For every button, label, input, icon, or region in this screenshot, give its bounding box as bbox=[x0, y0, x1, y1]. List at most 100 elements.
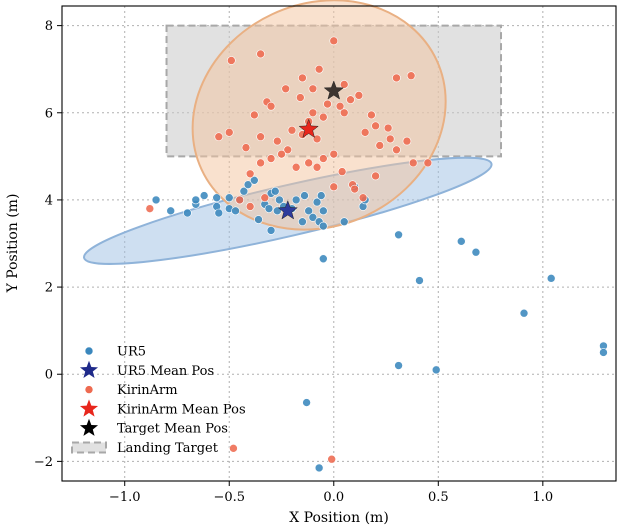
kirinarm-point bbox=[319, 154, 328, 163]
ur5-point bbox=[199, 191, 209, 200]
kirinarm-point bbox=[266, 101, 276, 111]
kirinarm-point bbox=[308, 84, 318, 94]
kirinarm-point bbox=[266, 154, 276, 163]
plot-frame bbox=[61, 5, 617, 482]
legend: UR5 UR5 Mean Pos KirinArm KirinArm Mean Pos… bbox=[71, 345, 246, 456]
ur5-point bbox=[546, 274, 556, 283]
y-tick-label: −2 bbox=[34, 455, 53, 470]
ur5-point bbox=[302, 398, 311, 407]
ur5-point bbox=[394, 230, 403, 240]
kirinarm-point bbox=[214, 132, 224, 142]
kirinarm-point bbox=[241, 143, 251, 152]
kirinarm-point bbox=[329, 182, 339, 192]
y-tick-label: 6 bbox=[45, 106, 53, 121]
kirinarm-ellipse bbox=[191, 0, 447, 231]
kirinarm-point bbox=[312, 134, 322, 144]
kirinarm-point bbox=[281, 84, 290, 94]
ur5-point bbox=[599, 348, 608, 357]
ur5-point bbox=[291, 195, 301, 205]
x-axis-label: X Position (m) bbox=[289, 510, 389, 526]
y-axis-label: Y Position (m) bbox=[5, 194, 21, 294]
legend-label: UR5 Mean Pos bbox=[117, 364, 214, 379]
kirinarm-point bbox=[385, 134, 395, 144]
ur5-point bbox=[214, 208, 224, 218]
kirinarm-point bbox=[406, 71, 416, 81]
kirinarm-point bbox=[308, 108, 318, 118]
ur5-point bbox=[415, 276, 424, 285]
kirinarm-point bbox=[354, 91, 364, 100]
ur5-point bbox=[224, 193, 234, 203]
y-tick-label: 8 bbox=[45, 19, 53, 34]
kirinarm-point bbox=[229, 444, 238, 453]
kirinarm-point bbox=[329, 36, 339, 46]
kirinarm-point bbox=[358, 193, 368, 203]
kirinarm-point bbox=[298, 73, 307, 83]
kirinarm-point bbox=[145, 204, 155, 213]
ur5-point bbox=[250, 176, 259, 185]
y-axis-ticks: −2 0 2 4 6 8 bbox=[34, 19, 62, 470]
kirinarm-point bbox=[350, 184, 359, 194]
ur5-point bbox=[264, 204, 274, 213]
ur5-point bbox=[308, 213, 318, 222]
ur5-point bbox=[183, 208, 192, 218]
ur5-point bbox=[456, 237, 466, 246]
kirinarm-point bbox=[329, 149, 339, 159]
y-tick-label: 0 bbox=[45, 368, 53, 383]
ur5-point bbox=[212, 193, 222, 203]
kirinarm-point bbox=[283, 145, 293, 155]
ur5-point bbox=[314, 463, 324, 473]
kirinarm-point bbox=[291, 162, 301, 172]
legend-marker-dot bbox=[84, 346, 94, 356]
ur5-point bbox=[151, 195, 161, 205]
kirinarm-point bbox=[346, 95, 355, 104]
legend-marker-star bbox=[79, 418, 99, 436]
kirinarm-point bbox=[245, 202, 255, 211]
x-tick-label: 0.0 bbox=[323, 490, 344, 505]
kirinarm-point bbox=[371, 171, 380, 181]
kirinarm-point bbox=[312, 162, 322, 172]
kirinarm-point bbox=[337, 167, 347, 176]
ur5-point bbox=[304, 206, 313, 216]
ur5-mean-pos-star bbox=[277, 200, 298, 220]
kirinarm-point bbox=[235, 195, 244, 205]
kirinarm-point bbox=[256, 49, 265, 59]
kirinarm-point bbox=[287, 125, 297, 135]
ur5-point bbox=[316, 191, 326, 200]
ur5-point bbox=[471, 247, 481, 257]
kirinarm-point bbox=[227, 56, 236, 65]
ur5-point bbox=[270, 186, 280, 196]
ur5-point bbox=[298, 217, 307, 227]
legend-marker-box bbox=[71, 441, 107, 454]
kirinarm-point bbox=[327, 454, 336, 464]
kirinarm-point bbox=[392, 145, 401, 155]
kirinarm-point bbox=[314, 64, 324, 74]
ur5-point bbox=[166, 206, 176, 216]
kirinarm-point bbox=[367, 110, 376, 120]
ur5-point bbox=[312, 197, 322, 207]
legend-label: Target Mean Pos bbox=[117, 422, 228, 437]
ur5-point bbox=[243, 180, 253, 189]
legend-marker-star bbox=[79, 360, 99, 378]
x-axis-ticks: −1.0 −0.5 0.0 0.5 1.0 bbox=[109, 481, 553, 505]
kirinarm-point bbox=[423, 158, 433, 168]
ur5-point bbox=[319, 206, 328, 216]
x-tick-label: −1.0 bbox=[109, 490, 141, 505]
kirinarm-point bbox=[296, 93, 305, 102]
kirinarm-point bbox=[339, 80, 349, 89]
kirinarm-point bbox=[273, 136, 282, 146]
ur5-point bbox=[231, 206, 240, 216]
kirinarm-point bbox=[383, 123, 393, 133]
x-tick-label: −0.5 bbox=[213, 490, 245, 505]
ur5-point bbox=[266, 226, 276, 235]
kirinarm-point bbox=[250, 110, 259, 120]
ur5-point bbox=[394, 361, 403, 370]
kirinarm-point bbox=[256, 132, 265, 142]
y-tick-label: 4 bbox=[45, 193, 53, 208]
y-tick-label: 2 bbox=[45, 281, 53, 296]
ur5-point bbox=[339, 217, 349, 227]
x-tick-label: 0.5 bbox=[428, 490, 449, 505]
kirinarm-point bbox=[360, 128, 370, 137]
kirinarm-point bbox=[224, 128, 234, 137]
kirinarm-point bbox=[392, 73, 401, 83]
